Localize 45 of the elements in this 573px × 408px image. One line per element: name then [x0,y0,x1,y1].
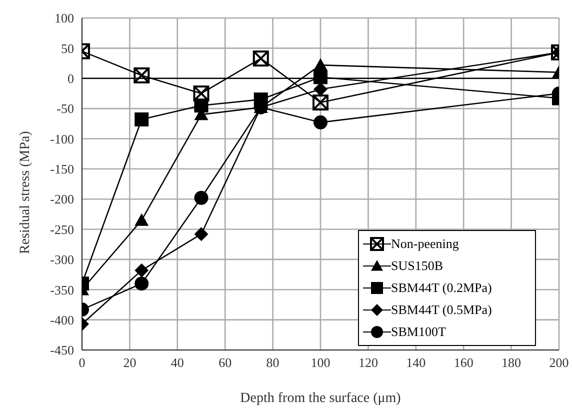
y-tick-label: -250 [50,222,74,237]
point [314,58,328,71]
point [134,67,150,84]
y-tick-label: -150 [50,162,74,177]
point [134,263,149,278]
point [134,276,149,291]
point [194,227,208,242]
x-tick-label: 20 [123,355,136,370]
y-axis-title: Residual stress (MPa) [18,130,33,254]
y-tick-label: -50 [56,101,74,116]
y-tick-label: -450 [50,342,74,358]
point [252,50,269,66]
point [194,190,208,205]
y-tick-label: -350 [50,282,74,298]
y-tick-label: -100 [50,131,74,146]
x-tick-label: 180 [502,355,522,370]
legend-label: Non-peening [391,236,459,252]
y-tick-label: 100 [54,10,74,26]
y-tick-label: 50 [61,40,74,56]
point [314,70,328,84]
point [312,94,328,111]
y-tick-label: -400 [50,312,74,328]
x-tick-label: 160 [454,355,474,370]
x-tick-label: 60 [218,355,232,370]
y-tick-label: 0 [68,70,74,86]
x-tick-label: 120 [358,355,378,370]
point [134,112,149,126]
y-tick-label: -300 [50,252,74,268]
x-axis-title: Depth from the surface (μm) [240,391,402,406]
point [194,98,208,113]
legend-label: SUS150B [391,258,444,274]
y-tick-label: -200 [50,192,74,207]
x-tick-label: 200 [549,355,569,370]
x-tick-label: 40 [170,355,184,370]
legend-label: SBM44T (0.2MPa) [391,280,492,296]
x-tick-label: 0 [78,355,86,370]
point [314,82,328,96]
legend-label: SBM44T (0.5MPa) [391,302,492,318]
point [314,115,328,130]
point [134,213,149,226]
x-tick-label: 100 [310,355,330,370]
legend-label: SBM100T [391,324,446,340]
x-tick-label: 80 [266,355,280,370]
point [193,85,210,102]
x-tick-label: 140 [406,355,426,370]
